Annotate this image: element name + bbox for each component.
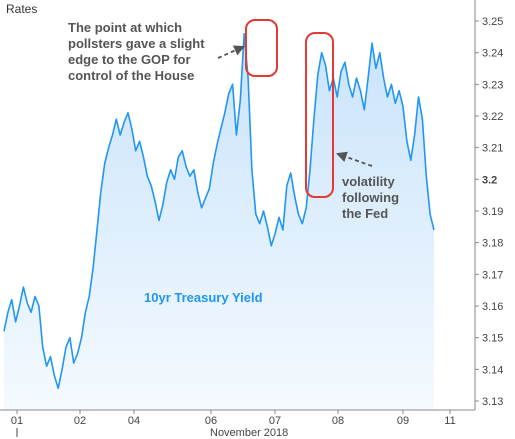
annotation-fed-line: the Fed xyxy=(342,206,388,221)
y-tick-label: 3.16 xyxy=(482,301,503,313)
x-tick-label: 06 xyxy=(205,415,217,427)
x-tick-label: 04 xyxy=(128,415,140,427)
x-tick-label: 08 xyxy=(332,415,344,427)
annotation-election-line: The point at which xyxy=(68,20,182,35)
annotation-fed-line: volatility xyxy=(342,174,396,189)
annotation-fed-line: following xyxy=(342,190,399,205)
y-tick-label: 3.13 xyxy=(482,396,503,408)
x-tick-label: 01 xyxy=(11,415,23,427)
x-tick-label: 09 xyxy=(397,415,409,427)
highlight-box-fed xyxy=(305,32,334,198)
y-axis-ticks: 3.13 3.14 3.15 3.16 3.17 3.18 3.19 3.2 3.21 3.22 3… xyxy=(475,16,503,408)
annotation-election-line: control of the House xyxy=(68,68,194,83)
annotation-fed: volatility following the Fed xyxy=(342,174,403,221)
annotation-arrow-election xyxy=(217,45,245,59)
y-tick-label: 3.19 xyxy=(482,206,503,218)
y-tick-label: 3.22 xyxy=(482,111,503,123)
x-tick-label: 11 xyxy=(444,415,455,427)
series-label: 10yr Treasury Yield xyxy=(144,290,263,305)
x-axis-ticks: 01 02 04 06 07 08 09 11 xyxy=(11,410,456,437)
annotation-election-line: edge to the GOP for xyxy=(68,52,191,67)
x-tick-label: 07 xyxy=(269,415,281,427)
y-tick-label: 3.21 xyxy=(482,143,503,155)
series-line-10yr-treasury-yield xyxy=(3,32,435,390)
x-tick-label: 02 xyxy=(74,415,86,427)
y-tick-label: 3.2 xyxy=(482,174,497,186)
annotation-arrow-fed xyxy=(335,151,373,167)
y-tick-label: 3.23 xyxy=(482,79,503,91)
x-axis-title: November 2018 xyxy=(210,427,288,439)
y-tick-label: 3.18 xyxy=(482,238,503,250)
series-area-fill xyxy=(4,33,434,410)
plot-area xyxy=(3,32,435,410)
y-tick-label: 3.14 xyxy=(482,364,503,376)
y-tick-label: 3.17 xyxy=(482,269,503,281)
annotation-election: The point at which pollsters gave a slig… xyxy=(68,20,208,83)
y-tick-label: 3.25 xyxy=(482,16,503,28)
annotation-election-line: pollsters gave a slight xyxy=(68,36,205,51)
y-tick-label: 3.15 xyxy=(482,333,503,345)
y-tick-label: 3.24 xyxy=(482,48,503,60)
highlight-box-election xyxy=(245,19,278,77)
y-axis-title: Rates xyxy=(6,2,37,16)
